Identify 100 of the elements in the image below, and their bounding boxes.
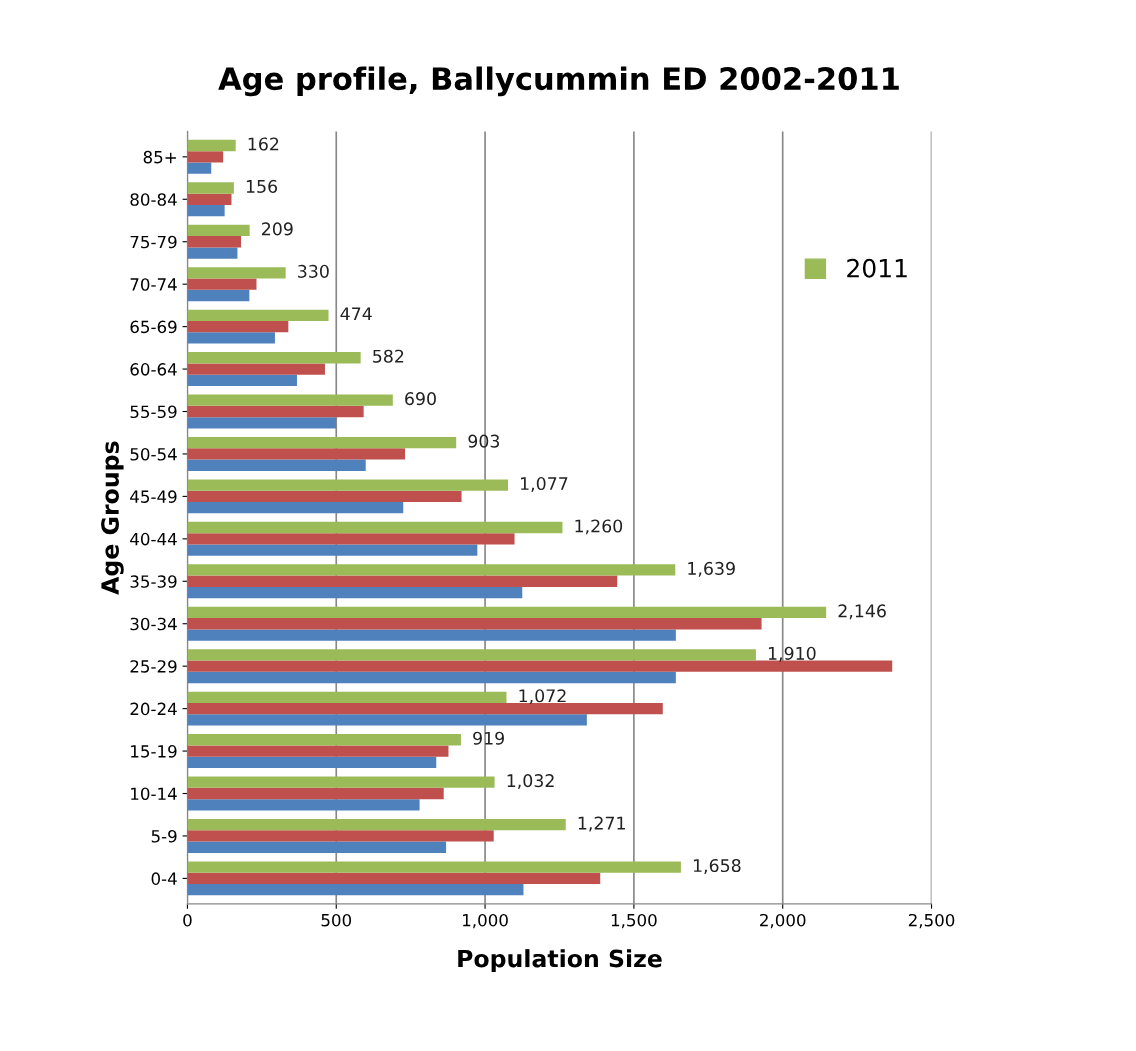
x-tick-label: 1,000 bbox=[463, 913, 508, 929]
bar bbox=[187, 861, 681, 873]
data-label: 474 bbox=[340, 307, 372, 321]
bar bbox=[187, 544, 478, 556]
bar bbox=[187, 289, 250, 302]
bar bbox=[187, 151, 224, 163]
bar bbox=[187, 417, 336, 429]
x-axis-title: Population Size bbox=[458, 949, 662, 973]
bar bbox=[187, 841, 447, 853]
bar bbox=[187, 564, 676, 576]
x-tick-label: 500 bbox=[321, 913, 352, 927]
bar bbox=[187, 490, 462, 503]
y-tick-label: 15-19 bbox=[131, 745, 177, 758]
bar bbox=[187, 332, 275, 344]
data-label: 330 bbox=[298, 264, 329, 278]
bar bbox=[187, 799, 420, 811]
bar bbox=[187, 363, 325, 375]
data-label: 1,077 bbox=[521, 476, 568, 492]
x-tick-label: 2,500 bbox=[908, 913, 955, 929]
y-tick-label: 30-34 bbox=[130, 617, 177, 631]
bar bbox=[187, 405, 364, 418]
data-label: 1,271 bbox=[578, 816, 625, 832]
bar bbox=[187, 139, 236, 152]
y-tick-label: 50-54 bbox=[130, 447, 177, 461]
bar bbox=[187, 884, 524, 896]
bar bbox=[187, 691, 507, 703]
bar bbox=[187, 872, 601, 885]
bar bbox=[187, 671, 676, 684]
data-label: 690 bbox=[405, 392, 436, 406]
bar bbox=[187, 830, 494, 842]
bar bbox=[187, 714, 587, 726]
legend-label: 2011 bbox=[847, 258, 907, 278]
y-tick-label: 45-49 bbox=[130, 490, 177, 503]
data-label: 1,639 bbox=[688, 561, 735, 577]
y-tick-label: 65-69 bbox=[130, 320, 177, 334]
y-tick-label: 40-44 bbox=[130, 532, 177, 546]
bar bbox=[187, 204, 225, 217]
bar bbox=[187, 459, 366, 471]
bar bbox=[187, 193, 232, 205]
bar bbox=[187, 267, 286, 279]
y-tick-label: 70-74 bbox=[130, 278, 177, 291]
y-axis-title: Age Groups bbox=[101, 441, 124, 595]
chart-title: Age profile, Ballycummin ED 2002-2011 bbox=[218, 66, 899, 97]
y-tick-label: 55-59 bbox=[130, 405, 177, 419]
bar bbox=[187, 649, 756, 661]
bar bbox=[187, 533, 515, 545]
y-tick-label: 0-4 bbox=[151, 872, 177, 885]
y-tick-label: 80-84 bbox=[130, 193, 177, 206]
bar bbox=[187, 818, 566, 831]
bar bbox=[187, 702, 663, 715]
data-label: 1,260 bbox=[575, 519, 623, 535]
x-tick-label: 1,500 bbox=[611, 913, 657, 929]
bar bbox=[187, 618, 762, 630]
y-tick-label: 35-39 bbox=[130, 575, 177, 588]
bar bbox=[187, 352, 361, 364]
bar bbox=[187, 575, 618, 587]
data-label: 582 bbox=[373, 349, 404, 363]
data-label: 2,146 bbox=[838, 604, 886, 620]
bar bbox=[187, 586, 523, 599]
data-label: 919 bbox=[473, 731, 504, 745]
bar bbox=[187, 320, 289, 333]
y-tick-label: 75-79 bbox=[130, 235, 177, 249]
bar bbox=[187, 734, 461, 746]
bar bbox=[187, 247, 238, 259]
bar bbox=[187, 606, 827, 619]
bar bbox=[187, 502, 404, 514]
bar bbox=[187, 629, 676, 641]
y-tick-label: 20-24 bbox=[130, 702, 177, 716]
y-tick-label: 60-64 bbox=[130, 363, 177, 376]
bar bbox=[187, 309, 329, 321]
bar bbox=[187, 448, 406, 460]
bar bbox=[187, 162, 212, 174]
bar bbox=[187, 278, 257, 290]
bar bbox=[187, 224, 250, 237]
data-label: 1,658 bbox=[693, 858, 741, 874]
bar bbox=[187, 521, 563, 534]
data-label: 1,032 bbox=[507, 774, 554, 789]
bar bbox=[187, 374, 297, 387]
bar bbox=[187, 660, 893, 672]
data-label: 162 bbox=[248, 137, 279, 151]
data-label: 209 bbox=[262, 222, 293, 236]
bar bbox=[187, 236, 242, 248]
y-tick-label: 5-9 bbox=[151, 829, 177, 843]
x-tick-label: 0 bbox=[183, 913, 192, 927]
y-tick-label: 85+ bbox=[143, 150, 176, 164]
bar bbox=[187, 436, 457, 449]
bar bbox=[187, 756, 437, 769]
y-tick-label: 10-14 bbox=[131, 787, 177, 801]
data-label: 1,072 bbox=[519, 689, 566, 705]
bar bbox=[187, 394, 393, 406]
x-tick-label: 2,000 bbox=[760, 913, 806, 929]
bar bbox=[187, 787, 444, 800]
data-label: 156 bbox=[246, 179, 278, 193]
bar bbox=[187, 479, 508, 491]
bar bbox=[187, 182, 234, 194]
bar bbox=[187, 776, 495, 788]
data-label: 1,910 bbox=[768, 646, 816, 662]
data-label: 903 bbox=[468, 434, 500, 448]
bar bbox=[187, 745, 449, 757]
y-tick-label: 25-29 bbox=[130, 660, 177, 673]
